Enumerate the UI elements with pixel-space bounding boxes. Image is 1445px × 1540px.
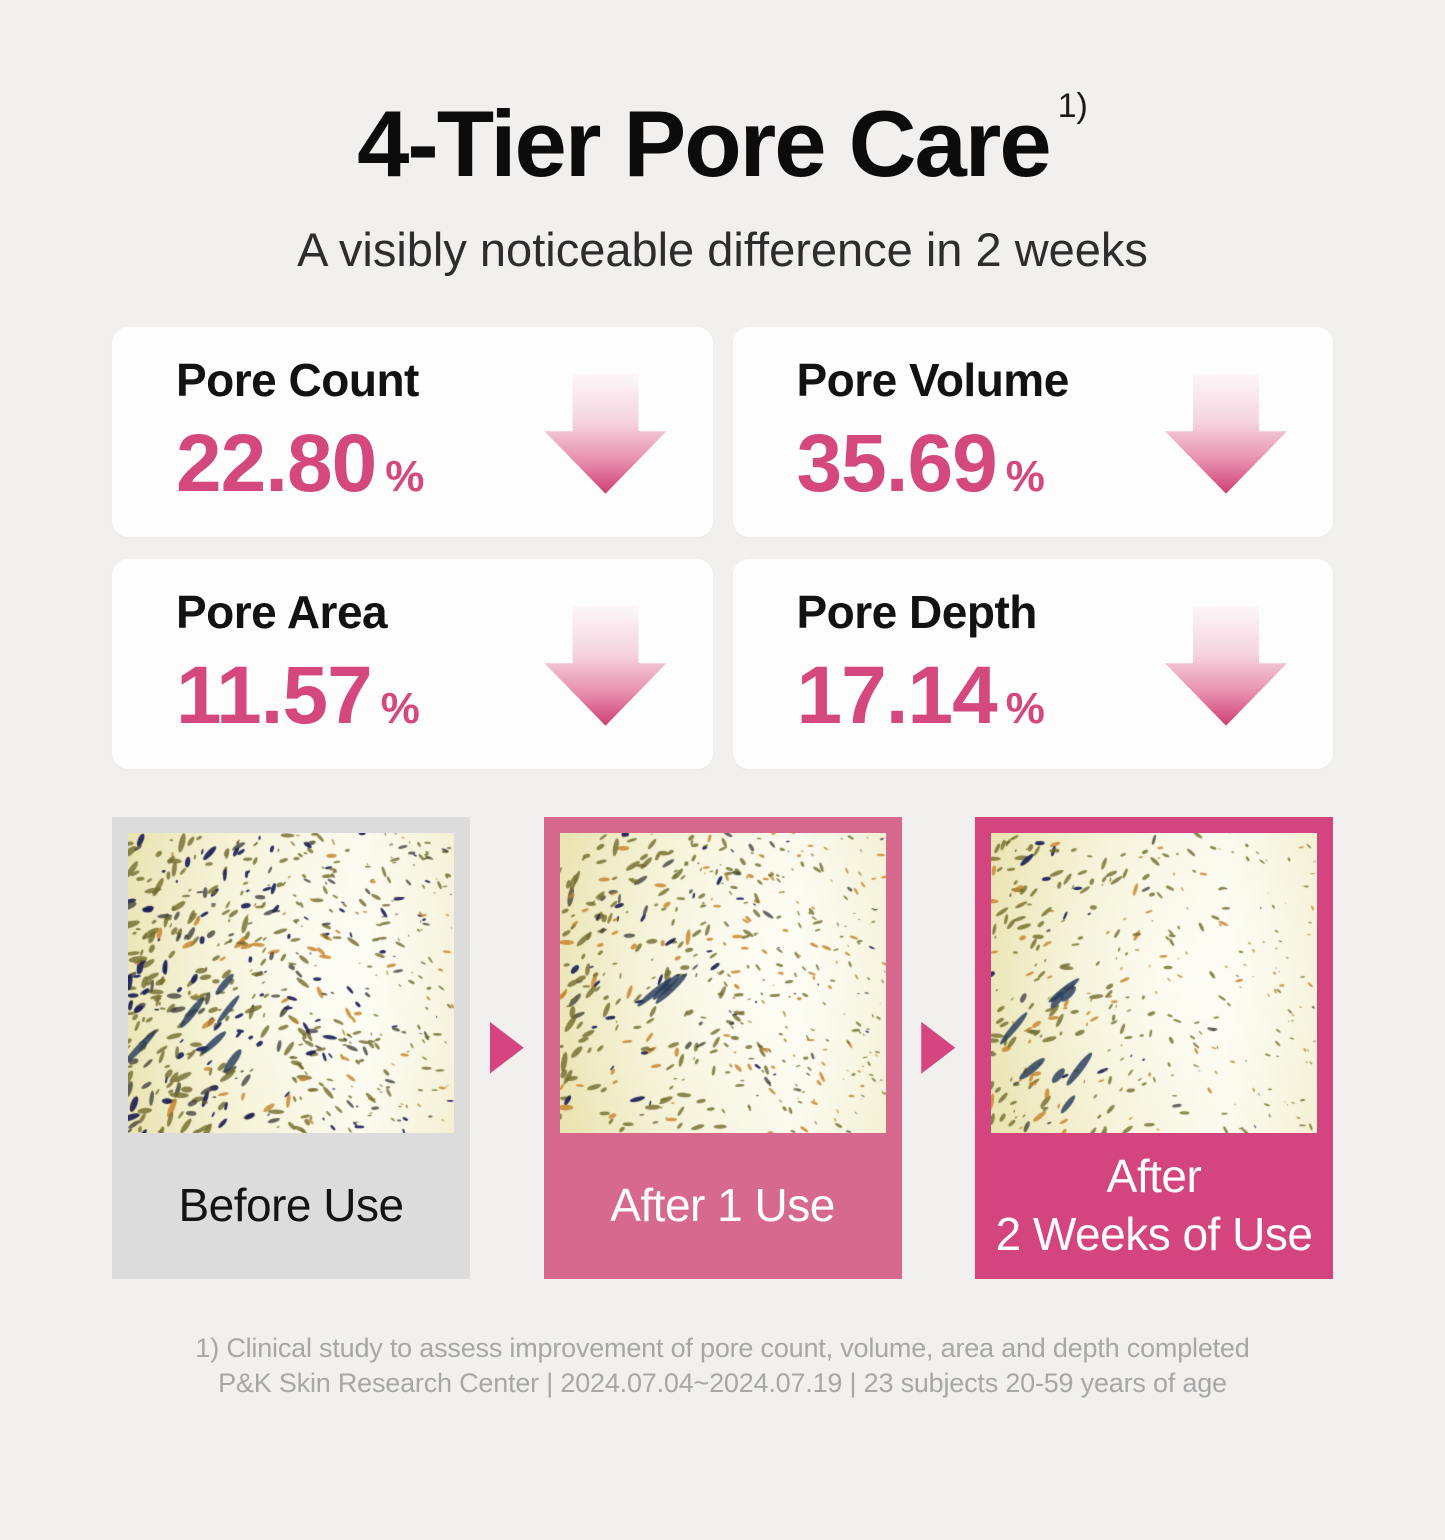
before-after-comparison: Before Use After 1 Use After 2 Weeks of … — [112, 816, 1333, 1279]
panel-after-2-weeks: After 2 Weeks of Use — [975, 816, 1333, 1279]
stat-label: Pore Depth — [796, 585, 1038, 638]
clinical-study-footnote: 1) Clinical study to assess improvement … — [112, 1331, 1333, 1402]
page-subtitle: A visibly noticeable difference in 2 wee… — [297, 222, 1148, 276]
skin-photo-after-1-use — [559, 832, 886, 1133]
panel-after-1-use: After 1 Use — [543, 816, 902, 1279]
stat-text-block: Pore Count 22.80 % — [176, 353, 424, 511]
right-triangle-arrow-icon — [489, 1021, 524, 1074]
stat-text-block: Pore Area 11.57 % — [176, 585, 420, 743]
stat-label: Pore Count — [176, 353, 419, 406]
panel-caption: After 1 Use — [610, 1178, 835, 1231]
footnote-reference-superscript: 1) — [1057, 87, 1088, 125]
stat-value-row: 22.80 % — [176, 417, 424, 511]
skin-photo-after-2-weeks — [991, 832, 1317, 1133]
decrease-arrow-icon — [544, 605, 667, 726]
promo-page: 4-Tier Pore Care 1) A visibly noticeable … — [0, 88, 1445, 1402]
stat-card-pore-depth: Pore Depth 17.14 % — [732, 558, 1333, 769]
percent-sign: % — [1005, 683, 1045, 733]
stat-label: Pore Volume — [796, 353, 1070, 406]
step-arrow-container — [470, 817, 544, 1279]
stat-value-row: 11.57 % — [176, 649, 420, 743]
stat-value: 17.14 — [796, 649, 998, 741]
stat-text-block: Pore Depth 17.14 % — [797, 585, 1045, 743]
page-title-text: 4-Tier Pore Care — [357, 91, 1052, 196]
page-title: 4-Tier Pore Care 1) — [112, 88, 1333, 194]
footnote-line-1: 1) Clinical study to assess improvement … — [195, 1332, 1250, 1363]
panel-caption: Before Use — [178, 1178, 404, 1231]
stat-value-row: 35.69 % — [797, 417, 1069, 511]
stat-card-pore-volume: Pore Volume 35.69 % — [732, 326, 1333, 537]
percent-sign: % — [380, 683, 420, 733]
percent-sign: % — [1005, 451, 1045, 501]
step-arrow-container — [902, 817, 976, 1279]
stat-text-block: Pore Volume 35.69 % — [796, 353, 1070, 511]
stat-card-pore-count: Pore Count 22.80 % — [112, 326, 713, 537]
panel-before-use: Before Use — [112, 816, 470, 1279]
stat-value-row: 17.14 % — [797, 649, 1045, 743]
stat-card-pore-area: Pore Area 11.57 % — [112, 558, 713, 769]
stat-label: Pore Area — [176, 585, 388, 638]
stat-value: 22.80 — [176, 417, 377, 509]
footnote-line-2: P&K Skin Research Center | 2024.07.04~20… — [218, 1368, 1227, 1399]
stat-value: 11.57 — [176, 649, 373, 741]
percent-sign: % — [385, 451, 425, 501]
decrease-arrow-icon — [1165, 373, 1287, 494]
decrease-arrow-icon — [544, 373, 667, 494]
decrease-arrow-icon — [1165, 605, 1287, 726]
stat-cards-grid: Pore Count 22.80 % Pore Volume 35.69 % P… — [112, 326, 1333, 769]
panel-caption: After 2 Weeks of Use — [995, 1149, 1313, 1260]
right-triangle-arrow-icon — [921, 1021, 956, 1074]
skin-photo-before — [128, 832, 454, 1133]
stat-value: 35.69 — [796, 417, 998, 509]
